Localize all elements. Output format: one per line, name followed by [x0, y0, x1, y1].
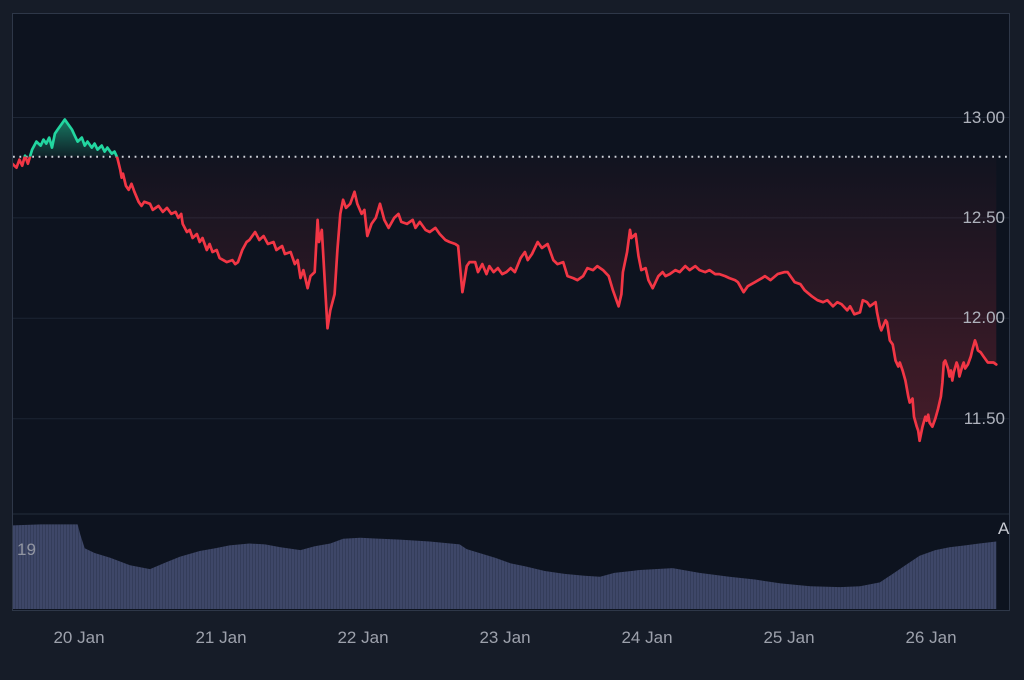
price-line-down	[13, 156, 998, 443]
x-axis-tick-label: 23 Jan	[479, 628, 531, 647]
area-fill-above-baseline	[24, 119, 117, 157]
x-axis-tick-label: 20 Jan	[53, 628, 105, 647]
area-fill-below-baseline	[13, 156, 997, 441]
x-axis-tick-label: 25 Jan	[763, 628, 815, 647]
right-edge-cropped-label: A	[998, 519, 1010, 538]
x-axis: 20 Jan 21 Jan 22 Jan 23 Jan 24 Jan 25 Jan 26 J…	[0, 626, 1024, 650]
x-axis-tick-label: 26 Jan	[905, 628, 957, 647]
chart-canvas[interactable]	[13, 14, 1009, 610]
price-chart-panel[interactable]: 13.00 12.50 12.00 11.50 19	[12, 13, 1010, 611]
x-axis-tick-label: 22 Jan	[337, 628, 389, 647]
x-axis-tick-label: 21 Jan	[195, 628, 247, 647]
volume-pane-label: 19	[17, 540, 36, 559]
x-axis-tick-label: 24 Jan	[621, 628, 673, 647]
volume-area	[13, 524, 997, 609]
